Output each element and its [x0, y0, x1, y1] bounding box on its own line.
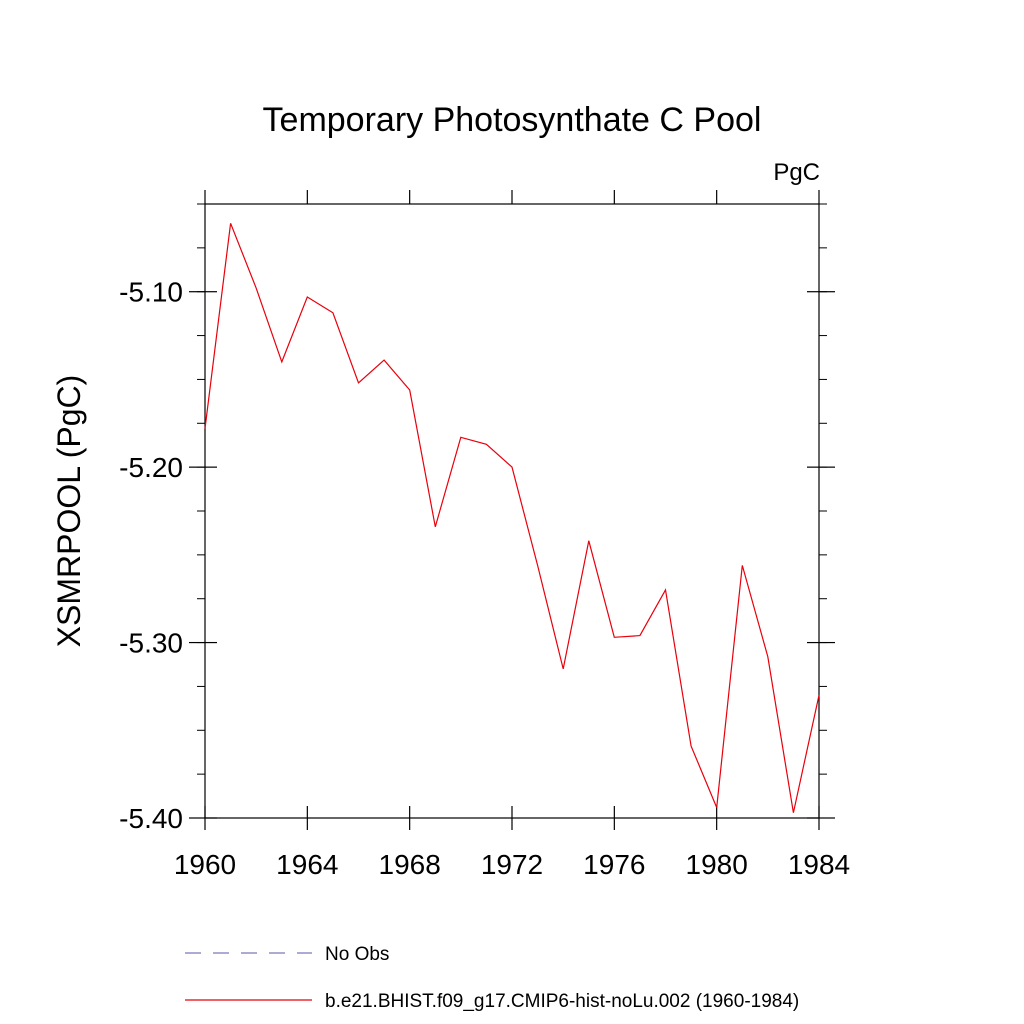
axis-ticks: 1960 1964 1968 1972 1976 1980 1984 -5.40 -5.30 -5… [119, 190, 850, 880]
legend: No Obs b.e21.BHIST.f09_g17.CMIP6-hist-noL… [185, 944, 799, 1012]
y-tick-label: -5.10 [119, 277, 183, 308]
y-tick-label: -5.20 [119, 452, 183, 483]
legend-label: No Obs [325, 944, 389, 965]
x-tick-label: 1976 [583, 849, 645, 880]
x-tick-label: 1972 [481, 849, 543, 880]
x-tick-label: 1980 [686, 849, 748, 880]
legend-label: b.e21.BHIST.f09_g17.CMIP6-hist-noLu.002 … [325, 991, 799, 1012]
y-axis-label: XSMRPOOL (PgC) [51, 375, 87, 648]
x-tick-label: 1960 [174, 849, 236, 880]
x-tick-label: 1964 [276, 849, 338, 880]
units-label: PgC [773, 159, 820, 186]
series-layer [204, 223, 820, 813]
x-tick-label: 1984 [788, 849, 850, 880]
chart-title: Temporary Photosynthate C Pool [263, 101, 762, 139]
x-tick-label: 1968 [379, 849, 441, 880]
y-tick-label: -5.40 [119, 803, 183, 834]
series-line [204, 223, 820, 813]
y-tick-label: -5.30 [119, 628, 183, 659]
plot-frame [204, 203, 820, 819]
